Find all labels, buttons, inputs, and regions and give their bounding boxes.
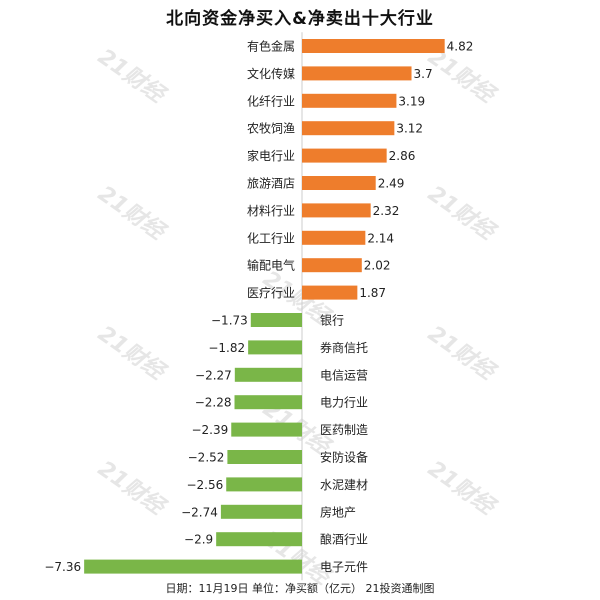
bar-5 (302, 148, 387, 163)
value-label-8: 2.14 (367, 231, 394, 245)
value-label-4: 3.12 (396, 122, 423, 136)
category-label-18: 房地产 (320, 504, 356, 519)
category-label-13: 电信运营 (320, 368, 368, 382)
bar-19 (216, 532, 302, 547)
category-label-19: 酿酒行业 (320, 532, 368, 547)
category-label-11: 银行 (320, 314, 344, 328)
value-label-2: 3.7 (414, 67, 433, 81)
value-label-13: −2.27 (195, 368, 232, 382)
value-label-7: 2.32 (373, 204, 400, 218)
bar-15 (231, 422, 302, 437)
value-label-15: −2.39 (191, 423, 228, 437)
value-label-20: −7.36 (44, 560, 81, 574)
bar-9 (302, 258, 362, 273)
value-label-10: 1.87 (359, 286, 386, 300)
value-label-19: −2.9 (184, 533, 213, 547)
bar-20 (84, 559, 302, 574)
bar-17 (226, 477, 302, 492)
chart-title: 北向资金净买入&净卖出十大行业 (166, 9, 434, 29)
chart-footer: 日期：11月19日 单位：净买额（亿元） 21投资通制图 (165, 582, 435, 595)
value-label-1: 4.82 (447, 40, 474, 54)
category-label-16: 安防设备 (320, 450, 368, 465)
value-label-18: −2.74 (181, 505, 218, 519)
value-label-14: −2.28 (195, 396, 232, 410)
value-label-6: 2.49 (378, 177, 405, 191)
category-label-4: 农牧饲渔 (247, 122, 295, 136)
bar-1 (302, 39, 445, 53)
bar-12 (248, 340, 302, 355)
value-label-17: −2.56 (186, 478, 223, 492)
category-label-12: 券商信托 (320, 340, 368, 355)
category-label-2: 文化传媒 (247, 66, 295, 81)
bar-4 (302, 121, 395, 136)
bar-11 (250, 313, 302, 327)
value-label-5: 2.86 (389, 149, 416, 163)
bar-10 (302, 285, 358, 300)
category-label-14: 电力行业 (320, 396, 368, 410)
bar-14 (234, 395, 302, 410)
bar-2 (302, 66, 412, 81)
value-label-11: −1.73 (211, 314, 248, 328)
bar-3 (302, 93, 397, 108)
category-label-17: 水泥建材 (320, 478, 368, 492)
value-label-12: −1.82 (208, 341, 245, 355)
value-label-16: −2.52 (188, 451, 225, 465)
bar-7 (302, 203, 371, 218)
category-label-20: 电子元件 (320, 560, 368, 574)
category-label-7: 材料行业 (247, 204, 295, 218)
bar-13 (234, 367, 302, 382)
category-label-3: 化纤行业 (247, 94, 295, 108)
bar-8 (302, 230, 366, 245)
category-label-6: 旅游酒店 (247, 177, 295, 191)
category-label-9: 输配电气 (247, 258, 295, 273)
category-label-1: 有色金属 (247, 39, 295, 54)
bar-16 (227, 450, 302, 464)
category-label-15: 医药制造 (320, 423, 368, 437)
value-label-3: 3.19 (398, 94, 425, 108)
value-label-9: 2.02 (364, 259, 391, 273)
category-label-10: 医疗行业 (247, 286, 295, 300)
category-label-8: 化工行业 (247, 231, 295, 245)
bar-18 (220, 504, 302, 519)
category-label-5: 家电行业 (247, 148, 295, 163)
bar-6 (302, 176, 376, 190)
